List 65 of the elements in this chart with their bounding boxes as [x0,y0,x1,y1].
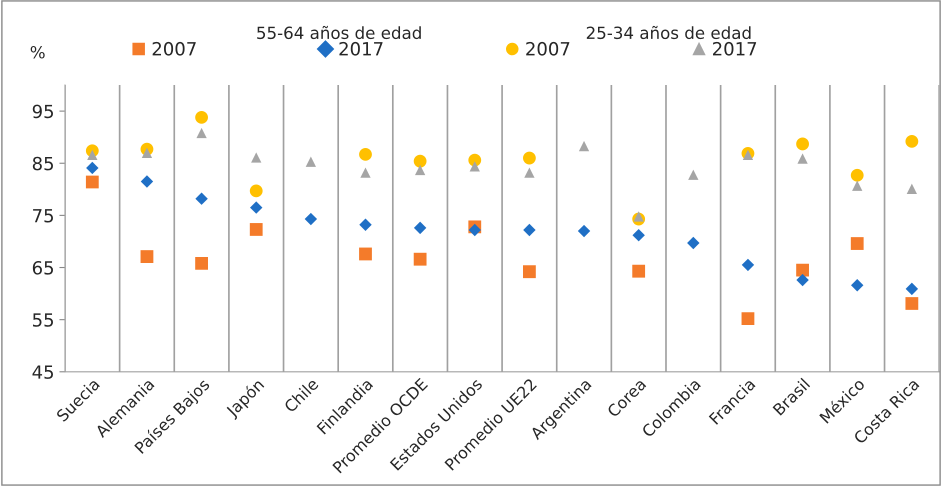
point [796,264,809,277]
point [142,148,152,158]
point [632,264,646,278]
y-tick-label: 45 [32,365,54,379]
point [850,168,864,182]
point [523,265,536,278]
point [250,223,263,236]
y-tick-label: 65 [32,260,54,275]
point [251,152,262,163]
point [851,279,864,292]
point [906,184,918,194]
point [140,175,154,188]
point [359,248,372,260]
point [797,153,808,164]
point [359,218,372,231]
point [250,184,263,198]
point [87,150,98,160]
point [578,224,590,238]
text: 55-64 años de edad [257,26,421,40]
point [470,161,480,172]
point [306,156,316,167]
point [360,167,371,178]
y-axis-title: % [30,46,45,59]
point [140,250,154,263]
point [742,312,754,326]
point [86,162,99,174]
point [850,237,864,250]
point [742,258,754,272]
y-tick-label: 75 [33,209,54,223]
legend-label: 2017 [339,42,383,56]
point [414,252,427,266]
point [414,154,427,168]
point [414,164,426,176]
point [523,224,536,236]
legend-label: 2017 [713,42,756,56]
point [195,110,208,124]
y-tick-label: 85 [32,156,54,170]
point [195,256,208,270]
point [468,224,481,236]
y-tick-label: 95 [32,104,54,118]
text: 25-34 años de edad [586,26,751,40]
point [632,228,645,242]
point [796,138,809,150]
point [414,222,426,234]
point [796,274,809,286]
legend-label: 2007 [152,42,196,56]
point [742,150,754,160]
point [304,212,318,226]
point [578,140,590,152]
legend-label: 2007 [526,42,570,56]
point [523,152,536,164]
point [250,201,262,214]
point [905,134,918,148]
point [905,297,918,310]
point [906,282,918,296]
point [634,211,644,222]
point [524,167,535,178]
point [359,148,372,161]
point [86,176,99,188]
point [852,180,862,191]
point [688,170,698,180]
y-tick-label: 55 [33,313,54,327]
point [687,236,700,250]
point [195,192,208,205]
point [196,128,207,138]
